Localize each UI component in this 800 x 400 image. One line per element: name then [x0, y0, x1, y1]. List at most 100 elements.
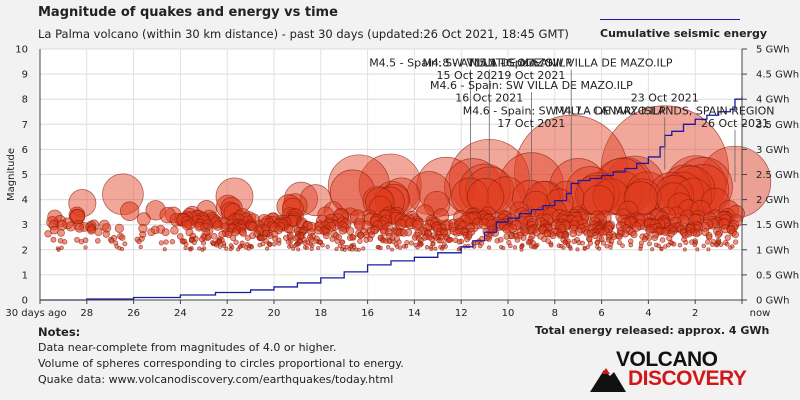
quake-bubble — [650, 247, 655, 252]
quake-bubble — [630, 230, 638, 239]
y2-tick-label: 0 GWh — [756, 296, 790, 307]
y-axis-label: Magnitude — [6, 148, 17, 201]
quake-bubble — [568, 246, 573, 251]
quake-bubble — [65, 221, 76, 232]
legend-line-swatch — [600, 19, 740, 20]
quake-bubble — [485, 235, 492, 242]
y2-tick-label: 4 GWh — [756, 95, 790, 106]
notes-block: Notes: Data near-complete from magnitude… — [38, 324, 404, 388]
quake-bubble — [337, 243, 343, 249]
quake-bubble — [224, 246, 229, 251]
x-tick-label: now — [750, 308, 771, 319]
quake-bubble — [44, 230, 52, 238]
quake-bubble — [620, 243, 625, 248]
quake-bubble — [671, 241, 677, 247]
quake-bubble — [119, 234, 126, 241]
quake-bubble — [257, 242, 263, 248]
quake-bubble — [158, 240, 164, 246]
quake-bubble — [108, 238, 115, 244]
x-tick-label: 6 — [598, 308, 604, 319]
volcano-icon — [590, 368, 626, 392]
logo-text-volcano: VOLCANO — [616, 348, 718, 371]
quake-bubble — [429, 246, 434, 251]
y2-tick-label: 5 GWh — [756, 45, 790, 56]
x-tick-label: 18 — [314, 308, 327, 319]
quake-bubble — [147, 228, 156, 237]
quake-bubble — [361, 246, 366, 251]
quake-bubble — [433, 246, 438, 251]
quake-bubble — [94, 228, 103, 237]
annotation-label: 15 Oct 2021 — [437, 69, 505, 82]
x-tick-label: 2 — [692, 308, 698, 319]
quake-bubble — [204, 234, 211, 242]
quake-bubble — [709, 242, 715, 247]
quake-bubble — [695, 247, 700, 252]
x-tick-label: 16 — [361, 308, 374, 319]
quake-bubble — [244, 234, 252, 241]
quake-bubble — [233, 239, 239, 245]
quake-bubble — [138, 244, 143, 250]
quake-bubble — [491, 229, 500, 237]
quake-bubble — [378, 245, 383, 251]
quake-bubble — [230, 234, 237, 241]
quake-bubble — [136, 212, 151, 227]
quake-bubble — [682, 247, 687, 252]
quake-bubble — [329, 235, 336, 242]
quake-bubble — [692, 229, 701, 238]
chart-title: Magnitude of quakes and energy vs time — [38, 5, 338, 20]
quake-bubble — [246, 246, 251, 251]
annotation-label: M5.1 - Spain: SW VILLA DE MAZO.ILP — [470, 57, 673, 70]
x-tick-label: 20 — [268, 308, 281, 319]
quake-bubble — [191, 239, 197, 246]
quake-bubble — [404, 239, 410, 246]
quake-bubble — [464, 236, 470, 243]
quake-bubble — [210, 233, 218, 240]
quake-bubble — [503, 233, 511, 240]
quake-bubble — [438, 237, 444, 244]
y2-tick-label: 3 GWh — [756, 145, 790, 156]
quake-bubble — [296, 247, 301, 252]
quake-bubble — [706, 233, 713, 241]
quake-bubble — [600, 240, 607, 246]
quake-bubble — [692, 242, 698, 248]
quake-bubble — [221, 243, 227, 249]
quake-bubble — [608, 245, 613, 250]
annotation-label: M4.6 - Spain: SW VILLA DE MAZO.ILP — [463, 104, 666, 117]
quake-bubble — [266, 232, 274, 239]
quake-bubble — [599, 228, 607, 237]
quake-bubble — [677, 242, 683, 248]
quake-bubble — [309, 246, 314, 251]
quake-bubble — [310, 243, 315, 248]
annotation-label: 26 Oct 2021 — [701, 117, 769, 130]
quake-bubble — [446, 237, 452, 244]
quake-bubble — [731, 230, 739, 239]
quake-bubble — [512, 245, 518, 250]
quake-bubble — [357, 238, 363, 244]
quake-bubble — [351, 244, 357, 249]
quake-bubble — [591, 232, 599, 239]
energy-line — [40, 96, 743, 301]
y-tick-label: 5 — [22, 170, 28, 181]
quake-bubble — [398, 245, 403, 250]
quake-bubble — [293, 243, 298, 248]
quake-bubble — [342, 247, 347, 252]
y-tick-label: 1 — [22, 270, 28, 281]
notes-line-1: Data near-complete from magnitudes of 4.… — [38, 341, 337, 354]
quake-bubble — [95, 238, 101, 244]
quake-bubble — [415, 245, 420, 250]
quake-bubble — [579, 240, 586, 246]
quake-bubble — [114, 223, 124, 233]
quake-bubble — [338, 226, 348, 235]
quake-bubble — [287, 244, 292, 249]
quake-bubble — [78, 239, 85, 245]
quake-bubble — [456, 247, 461, 252]
y-tick-label: 9 — [22, 70, 28, 81]
quake-bubble — [102, 230, 110, 238]
quake-bubble — [50, 225, 59, 235]
quake-bubble — [597, 246, 602, 251]
quake-bubble — [285, 239, 292, 245]
quake-bubble — [714, 231, 722, 239]
quake-bubble — [569, 229, 577, 238]
quake-bubble — [663, 244, 668, 249]
